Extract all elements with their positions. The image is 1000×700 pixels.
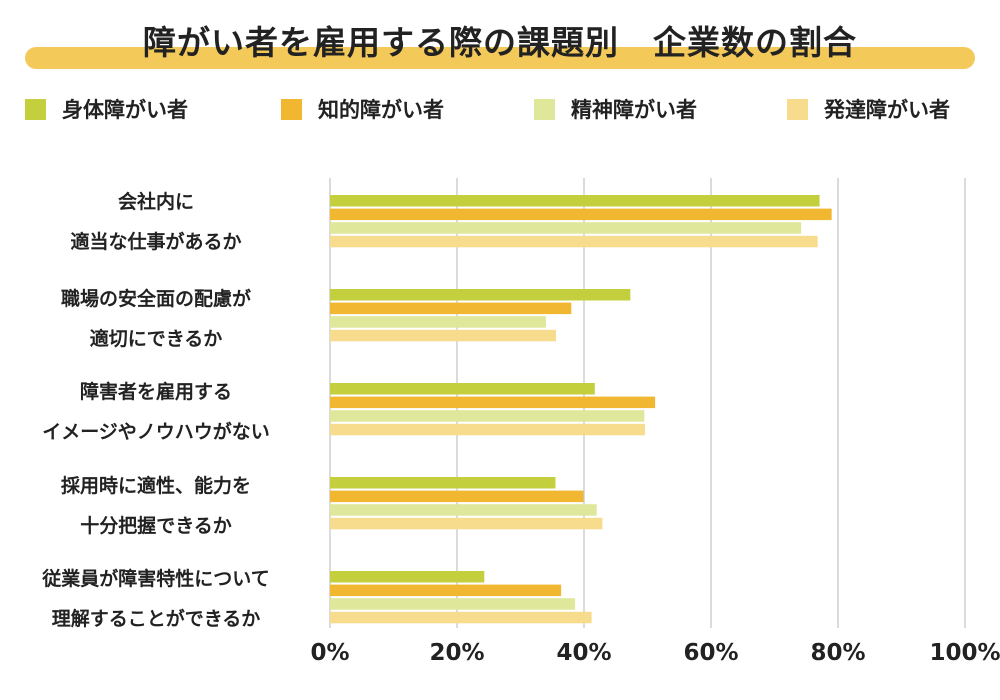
bar-intellectual bbox=[330, 584, 562, 597]
legend-swatch-developmental bbox=[787, 98, 808, 120]
bar-physical bbox=[330, 195, 820, 207]
bar-mental bbox=[330, 410, 645, 422]
bar-physical bbox=[330, 477, 556, 489]
bar-developmental bbox=[330, 329, 557, 342]
category-label-line: 障害者を雇用する bbox=[79, 381, 232, 403]
title-underline-bar bbox=[25, 47, 975, 69]
bar-intellectual bbox=[330, 396, 656, 409]
chart-title: 障がい者を雇用する際の課題別 企業数の割合 bbox=[143, 23, 857, 62]
category-label-line: イメージやノウハウがない bbox=[42, 421, 270, 443]
bar-intellectual bbox=[330, 208, 832, 221]
legend: 身体障がい者 知的障がい者 精神障がい者 発達障がい者 bbox=[0, 92, 1000, 126]
category-label-line: 適当な仕事があるか bbox=[70, 231, 242, 253]
x-tick-label: 60% bbox=[683, 640, 739, 666]
bar-physical bbox=[330, 289, 631, 301]
bar-developmental bbox=[330, 235, 818, 248]
bar-physical bbox=[330, 383, 595, 395]
x-tick-label: 40% bbox=[556, 640, 612, 666]
category-label-line: 適切にできるか bbox=[89, 328, 223, 350]
legend-label-intellectual: 知的障がい者 bbox=[318, 98, 444, 122]
bar-mental bbox=[330, 504, 597, 516]
category-label: 障害者を雇用する イメージやノウハウがない bbox=[0, 372, 312, 452]
category-label-line: 理解することができるか bbox=[51, 608, 261, 630]
legend-item-developmental: 発達障がい者 bbox=[787, 92, 950, 126]
bar-physical bbox=[330, 571, 485, 583]
legend-item-intellectual: 知的障がい者 bbox=[281, 92, 444, 126]
category-label-line: 十分把握できるか bbox=[80, 515, 232, 537]
bar-developmental bbox=[330, 517, 603, 530]
category-label-line: 職場の安全面の配慮が bbox=[60, 288, 251, 310]
bar-mental bbox=[330, 222, 802, 234]
x-tick-label: 80% bbox=[810, 640, 866, 666]
category-label: 会社内に 適当な仕事があるか bbox=[0, 182, 312, 262]
bar-intellectual bbox=[330, 302, 572, 315]
bar-mental bbox=[330, 316, 546, 328]
category-label-line: 会社内に bbox=[117, 191, 194, 213]
category-label-line: 採用時に適性、能力を bbox=[60, 475, 251, 497]
legend-swatch-physical bbox=[25, 98, 46, 120]
bar-mental bbox=[330, 598, 576, 610]
legend-swatch-intellectual bbox=[281, 98, 302, 120]
legend-item-physical: 身体障がい者 bbox=[25, 92, 188, 126]
x-tick-label: 0% bbox=[310, 640, 350, 666]
category-label: 職場の安全面の配慮が 適切にできるか bbox=[0, 279, 312, 359]
legend-label-developmental: 発達障がい者 bbox=[824, 98, 950, 122]
category-label-line: 従業員が障害特性について bbox=[42, 568, 270, 590]
x-tick-label: 20% bbox=[429, 640, 485, 666]
legend-label-mental: 精神障がい者 bbox=[571, 98, 697, 122]
legend-label-physical: 身体障がい者 bbox=[62, 98, 188, 122]
bar-intellectual bbox=[330, 490, 584, 503]
legend-item-mental: 精神障がい者 bbox=[534, 92, 697, 126]
legend-swatch-mental bbox=[534, 98, 555, 120]
category-label: 従業員が障害特性について 理解することができるか bbox=[0, 559, 312, 639]
bar-developmental bbox=[330, 423, 645, 436]
bar-developmental bbox=[330, 611, 592, 624]
category-label: 採用時に適性、能力を 十分把握できるか bbox=[0, 466, 312, 546]
x-tick-label: 100% bbox=[929, 640, 1000, 666]
